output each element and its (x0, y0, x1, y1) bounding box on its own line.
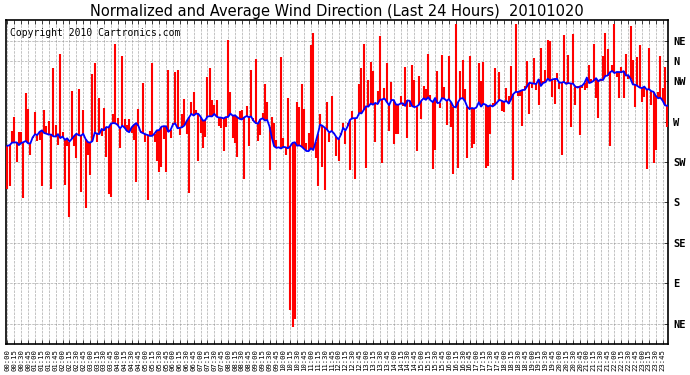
Text: Copyright 2010 Cartronics.com: Copyright 2010 Cartronics.com (10, 28, 180, 38)
Title: Normalized and Average Wind Direction (Last 24 Hours)  20101020: Normalized and Average Wind Direction (L… (90, 4, 584, 19)
